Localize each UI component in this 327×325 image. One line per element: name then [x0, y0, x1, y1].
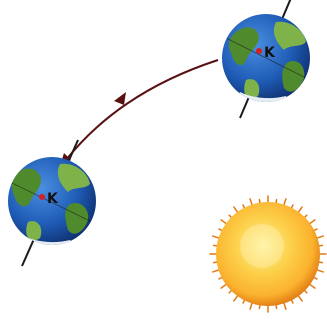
ice-shape: [20, 236, 74, 245]
sun-ray: [290, 299, 294, 304]
sun-ray: [309, 219, 316, 225]
sun-ray: [220, 283, 227, 289]
continent-shape: [282, 60, 305, 92]
point-label: K: [264, 45, 276, 61]
sun-ray: [316, 235, 324, 239]
sun-rays: [209, 195, 327, 313]
sun-ray: [249, 302, 253, 310]
continent-shape: [244, 79, 260, 99]
location-marker: [256, 48, 262, 54]
earth-left: K: [8, 139, 96, 267]
equator-line: [225, 37, 307, 79]
sun-ray: [212, 269, 220, 273]
sun-ray: [242, 204, 246, 209]
sun-ray: [220, 219, 227, 225]
sun-ray: [233, 295, 239, 302]
orbit-path: [65, 59, 219, 161]
sun-ray: [218, 276, 223, 280]
sun-ray: [316, 269, 324, 273]
sun-ray: [313, 228, 318, 232]
sun-ray: [249, 198, 253, 206]
sun-ray: [242, 299, 246, 304]
sun-highlight: [240, 224, 284, 268]
continent-shape: [228, 27, 259, 66]
sun-disc: [216, 202, 320, 306]
continent-shape: [26, 221, 42, 241]
sun-ray: [290, 204, 294, 209]
sun-icon: [209, 195, 327, 313]
sun-ray: [233, 206, 239, 213]
continent-shape: [11, 168, 41, 207]
sun-ray: [304, 214, 308, 218]
continent-shape: [65, 202, 89, 234]
earth-top-right: K: [222, 0, 310, 119]
equator-line: [9, 181, 93, 223]
orbit-arrow-icon: [114, 92, 126, 105]
sun-ray: [218, 228, 223, 232]
sun-ray: [313, 276, 318, 280]
sun-ray: [309, 283, 316, 289]
sun-ray: [304, 290, 308, 294]
sun-ray: [297, 206, 303, 213]
sun-ray: [228, 290, 232, 294]
sun-ray: [283, 302, 287, 310]
sun-ray: [283, 198, 287, 206]
sun-ray: [212, 235, 220, 239]
location-marker: [39, 194, 45, 200]
point-label: K: [47, 191, 59, 207]
sun-ray: [228, 214, 232, 218]
sun-ray: [297, 295, 303, 302]
continent-shape: [273, 21, 306, 50]
continent-shape: [57, 163, 90, 192]
